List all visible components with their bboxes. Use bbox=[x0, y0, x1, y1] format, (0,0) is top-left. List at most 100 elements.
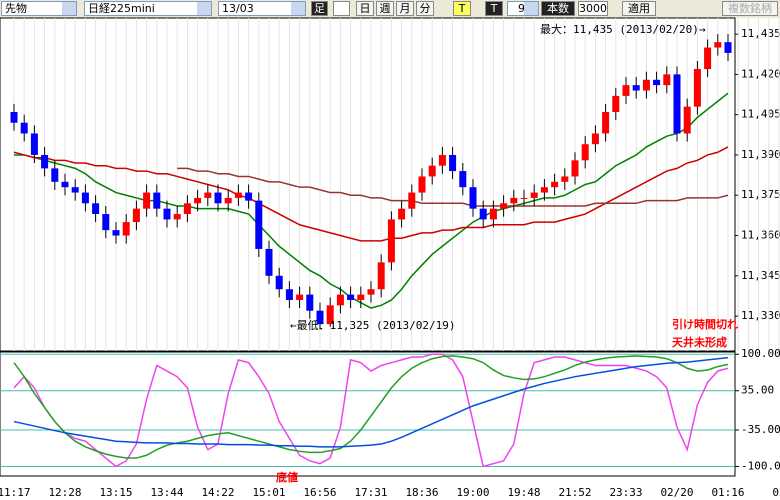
candle-body bbox=[663, 74, 671, 86]
candle-body bbox=[561, 176, 569, 182]
candle-body bbox=[194, 197, 202, 204]
candle-body bbox=[551, 181, 559, 188]
count-input[interactable]: 96 bbox=[507, 1, 539, 16]
y-tick-label: 11,390 bbox=[741, 148, 780, 161]
market-select[interactable]: 先物 bbox=[1, 1, 77, 16]
candle-body bbox=[602, 111, 610, 134]
candle-body bbox=[724, 42, 732, 53]
candle-body bbox=[41, 154, 49, 169]
candle-body bbox=[102, 214, 110, 231]
line bbox=[13, 356, 729, 448]
x-tick-label: 19:48 bbox=[507, 486, 540, 499]
candle-body bbox=[500, 203, 508, 209]
candle-body bbox=[520, 197, 528, 199]
candle-body bbox=[459, 171, 467, 188]
y-tick-label: 11,360 bbox=[741, 229, 780, 242]
candle-body bbox=[81, 192, 89, 204]
candle-body bbox=[204, 192, 212, 198]
x-tick-label: 01:16 bbox=[711, 486, 744, 499]
candle-body bbox=[234, 192, 242, 198]
candle-body bbox=[612, 95, 620, 112]
candle-body bbox=[693, 69, 701, 107]
candle-body bbox=[387, 219, 395, 263]
candle-body bbox=[61, 181, 69, 188]
candle-body bbox=[428, 165, 436, 177]
candle-body bbox=[112, 230, 120, 236]
x-tick-label: 02/20 bbox=[660, 486, 693, 499]
candle-body bbox=[581, 144, 589, 161]
candle-body bbox=[275, 275, 283, 290]
candle-body bbox=[306, 294, 314, 311]
x-tick-label: 13:15 bbox=[99, 486, 132, 499]
candle-body bbox=[265, 248, 273, 276]
symbol-select[interactable]: 日経225mini bbox=[84, 1, 212, 16]
candle-body bbox=[92, 203, 100, 215]
period-button[interactable]: 月 bbox=[396, 1, 414, 16]
candle-body bbox=[510, 197, 518, 204]
main-panel bbox=[0, 17, 736, 352]
candle-body bbox=[469, 187, 477, 209]
y-tick-label: 11,345 bbox=[741, 269, 780, 282]
period-button[interactable]: 週 bbox=[376, 1, 394, 16]
candle-body bbox=[642, 79, 650, 91]
candle-body bbox=[347, 294, 355, 300]
y-tick-label: -100.00 bbox=[741, 459, 780, 472]
line bbox=[14, 92, 729, 309]
tick-button[interactable]: T bbox=[485, 1, 503, 16]
line bbox=[177, 167, 729, 207]
x-tick-label: 02 bbox=[772, 486, 780, 499]
candle-body bbox=[214, 192, 222, 204]
candle-body bbox=[632, 85, 640, 91]
tick-button[interactable]: T bbox=[453, 1, 471, 16]
apply-button[interactable]: 適用 bbox=[622, 1, 656, 16]
candle-body bbox=[143, 192, 151, 209]
checkbox[interactable] bbox=[333, 1, 350, 16]
candle-body bbox=[296, 294, 304, 300]
candle-body bbox=[316, 310, 324, 325]
candle-body bbox=[418, 176, 426, 193]
candle-body bbox=[30, 133, 38, 155]
candle-body bbox=[326, 305, 334, 325]
candle-body bbox=[183, 203, 191, 215]
x-tick-label: 12:28 bbox=[48, 486, 81, 499]
y-tick-label: 100.00 bbox=[741, 347, 780, 360]
annotation: 最大：11,435 (2013/02/20)→ bbox=[540, 22, 706, 36]
candle-body bbox=[163, 208, 171, 220]
candle-body bbox=[571, 160, 579, 177]
y-tick-label: -35.00 bbox=[741, 423, 780, 436]
candle-body bbox=[10, 111, 18, 123]
candle-body bbox=[20, 122, 28, 134]
candle-body bbox=[489, 208, 497, 220]
candle-body bbox=[71, 187, 79, 193]
contract-select[interactable]: 13/03 bbox=[218, 1, 306, 16]
candle-body bbox=[591, 133, 599, 145]
candle-body bbox=[530, 192, 538, 198]
candle-body bbox=[398, 208, 406, 220]
line bbox=[13, 355, 729, 459]
period-button[interactable]: 分 bbox=[416, 1, 434, 16]
candle-body bbox=[285, 289, 293, 300]
candle-body bbox=[132, 208, 140, 223]
y-tick-label: 11,330 bbox=[741, 309, 780, 322]
x-tick-label: 19:00 bbox=[456, 486, 489, 499]
toolbar: 先物 日経225mini 13/03 足 日 週 月 分 T T 96 本数 3… bbox=[0, 0, 780, 18]
annotation: 底値 bbox=[276, 470, 298, 484]
y-tick-label: 11,405 bbox=[741, 108, 780, 121]
x-tick-label: 17:31 bbox=[354, 486, 387, 499]
candle-body bbox=[173, 214, 181, 220]
candle-body bbox=[408, 192, 416, 209]
candle-body bbox=[245, 192, 253, 201]
y-tick-label: 11,375 bbox=[741, 188, 780, 201]
period-button[interactable]: 日 bbox=[356, 1, 374, 16]
x-tick-label: 16:56 bbox=[303, 486, 336, 499]
x-tick-label: 23:33 bbox=[609, 486, 642, 499]
x-tick-label: 18:36 bbox=[405, 486, 438, 499]
multi-button[interactable]: 複数銘柄 bbox=[722, 1, 778, 16]
oscillator-panel bbox=[0, 351, 736, 477]
y-tick-label: 11,435 bbox=[741, 27, 780, 40]
candle-body bbox=[377, 262, 385, 290]
candle-body bbox=[714, 42, 722, 48]
bars-input[interactable]: 3000 bbox=[578, 1, 608, 16]
